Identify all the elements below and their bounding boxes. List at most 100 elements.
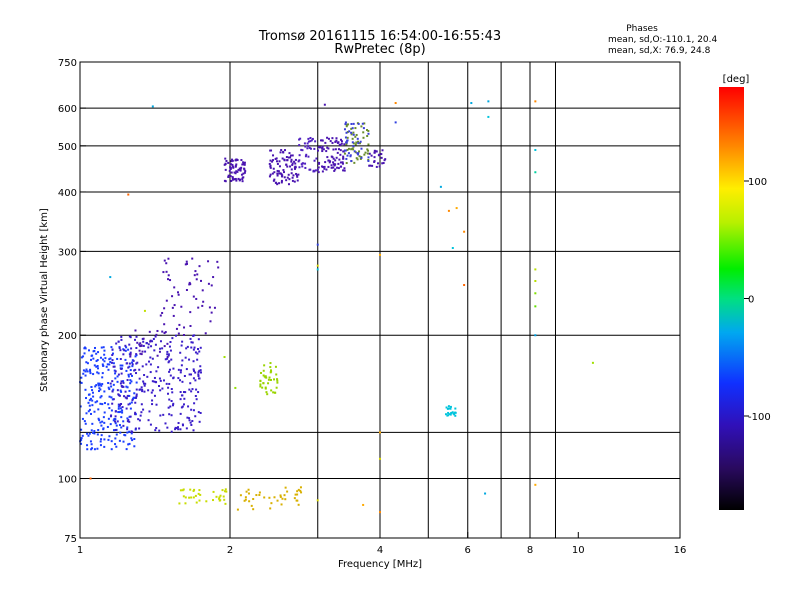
data-point: [268, 376, 271, 379]
data-point: [141, 365, 144, 368]
data-point: [170, 388, 173, 391]
data-point: [337, 141, 340, 144]
y-tick-label: 100: [58, 475, 77, 486]
data-point: [115, 424, 118, 427]
data-point: [255, 494, 258, 497]
y-tick-label: 400: [58, 188, 77, 199]
data-point: [282, 151, 285, 154]
data-point: [326, 146, 329, 149]
data-point: [181, 340, 184, 343]
data-point: [222, 495, 225, 498]
data-point: [194, 351, 197, 354]
data-point: [102, 428, 105, 431]
data-point: [209, 320, 212, 323]
data-point: [345, 131, 348, 134]
data-point: [355, 133, 358, 136]
data-point: [333, 164, 336, 167]
data-point: [179, 351, 182, 354]
data-point: [317, 166, 320, 169]
data-point: [114, 377, 117, 380]
data-point: [276, 162, 279, 165]
colorbar-tick-label: 100: [748, 177, 767, 188]
data-point: [534, 268, 537, 271]
data-point: [321, 165, 324, 168]
data-point: [108, 388, 111, 391]
data-point: [366, 152, 369, 155]
data-point: [463, 230, 466, 233]
data-point: [109, 361, 112, 364]
data-point: [93, 430, 96, 433]
data-point: [290, 154, 293, 157]
data-point: [108, 358, 111, 361]
data-point: [243, 163, 246, 166]
data-point: [192, 429, 195, 432]
data-point: [379, 511, 381, 514]
data-point: [224, 180, 227, 183]
data-point: [344, 121, 347, 124]
data-point: [487, 115, 490, 118]
data-point: [131, 365, 134, 368]
data-point: [88, 404, 91, 407]
data-point: [198, 377, 201, 380]
data-point: [104, 357, 107, 360]
data-point: [301, 162, 304, 165]
data-point: [455, 207, 458, 210]
data-point: [339, 153, 342, 156]
data-point: [190, 341, 193, 344]
data-point: [97, 417, 100, 420]
data-point: [324, 141, 327, 144]
data-point: [252, 498, 255, 501]
data-point: [294, 166, 297, 169]
data-point: [283, 494, 286, 497]
data-point: [185, 263, 188, 266]
data-point: [193, 274, 196, 277]
data-point: [299, 486, 302, 489]
data-point: [294, 158, 297, 161]
data-point: [366, 148, 369, 151]
data-point: [351, 127, 354, 130]
data-point: [280, 179, 283, 182]
data-point: [230, 160, 233, 163]
data-point: [291, 176, 294, 179]
data-point: [93, 448, 96, 451]
data-point: [97, 372, 100, 375]
data-point: [124, 358, 127, 361]
data-point: [191, 257, 194, 260]
data-point: [340, 142, 343, 145]
data-point: [307, 155, 310, 158]
data-point: [361, 122, 364, 125]
data-point: [120, 385, 123, 388]
data-point: [378, 165, 381, 168]
data-point: [334, 168, 337, 171]
data-point: [268, 175, 271, 178]
data-point: [158, 429, 161, 432]
data-point: [103, 445, 106, 448]
data-point: [280, 503, 283, 506]
data-point: [112, 398, 115, 401]
data-point: [85, 397, 88, 400]
data-point: [89, 440, 92, 443]
data-point: [167, 392, 170, 395]
data-point: [269, 366, 272, 369]
data-point: [103, 360, 106, 363]
data-point: [109, 415, 112, 418]
data-point: [379, 457, 381, 460]
colorbar-ticks: 100 0 -100: [744, 177, 771, 423]
data-point: [269, 159, 272, 162]
data-point: [173, 286, 176, 289]
data-point: [183, 326, 186, 329]
data-point: [111, 380, 114, 383]
data-point: [108, 435, 111, 438]
data-point: [354, 135, 357, 138]
data-point: [278, 182, 281, 185]
data-point: [228, 170, 231, 173]
data-point: [448, 413, 451, 416]
data-point: [165, 262, 168, 265]
data-point: [117, 407, 120, 410]
data-point: [159, 314, 162, 317]
data-point: [307, 137, 310, 140]
data-point: [291, 162, 294, 165]
data-point: [142, 380, 145, 383]
data-point: [243, 499, 246, 502]
data-point: [110, 448, 113, 451]
